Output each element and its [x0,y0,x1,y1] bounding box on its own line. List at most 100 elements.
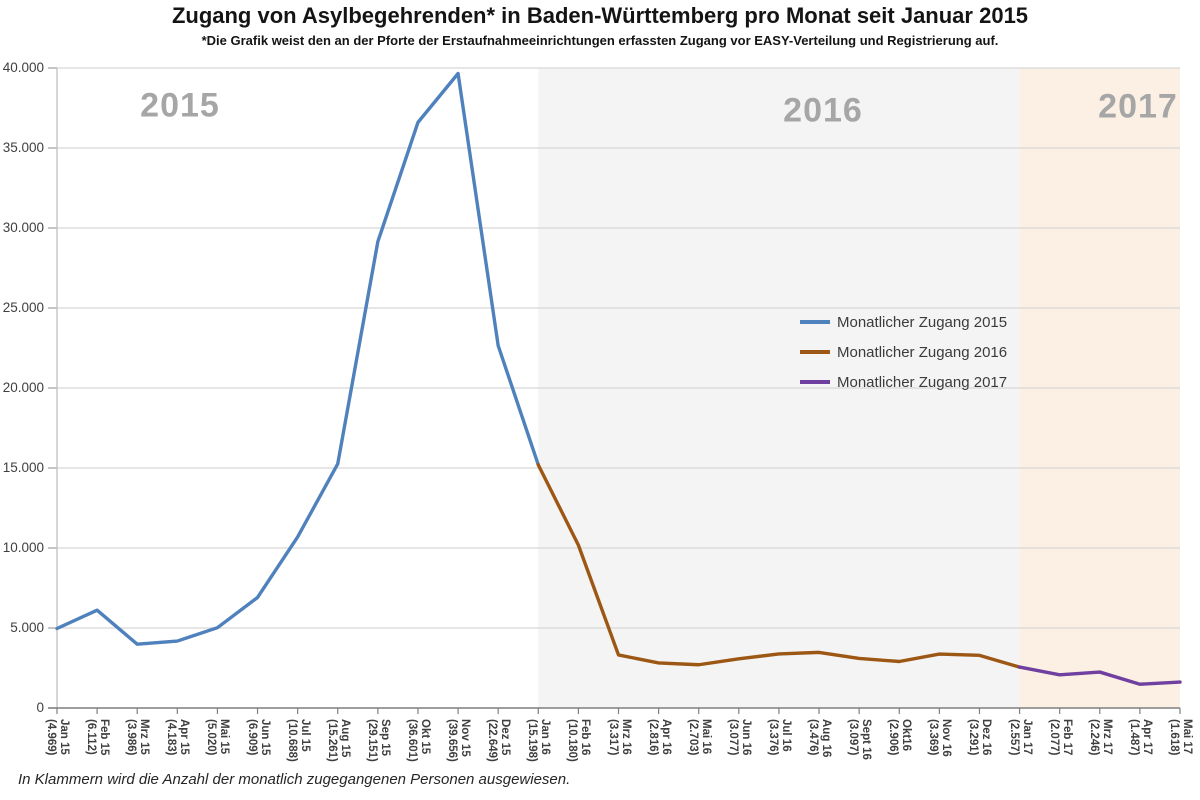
x-label-month: Sep 15 [378,719,391,757]
x-axis-label: Feb 15 (6.112) [85,719,111,756]
x-label-value: (15.261) [326,719,339,762]
x-label-month: Mrz 15 [138,719,151,755]
footnote: In Klammern wird die Anzahl der monatlic… [18,771,571,788]
legend-line-swatch [800,320,830,324]
x-axis-label: Nov 16 (3.369) [927,719,953,757]
y-axis-label: 25.000 [2,300,44,315]
legend-item-2015: Monatlicher Zugang 2015 [800,307,1007,337]
x-label-value: (10.688) [286,719,299,762]
y-axis-label: 15.000 [2,460,44,475]
x-label-value: (1.487) [1128,719,1141,756]
x-label-month: Sept 16 [860,719,873,760]
x-axis-label: Dez 15 (22.649) [486,719,512,762]
x-axis-label: Okt 15 (36.601) [406,719,431,762]
x-label-month: Apr 15 [178,719,191,755]
x-axis-label: Jan 17 (2.557) [1008,719,1033,755]
x-label-value: (2.557) [1008,719,1021,756]
x-label-month: Jan 15 [58,719,70,755]
y-axis-label: 0 [36,700,44,715]
x-label-month: Jun 15 [258,719,271,756]
x-axis-label: Sep 15 (29.151) [366,719,391,762]
year-label-2015: 2015 [140,86,220,125]
x-label-value: (2.816) [647,719,660,756]
x-axis-label: Apr 16 (2.816) [647,719,672,755]
x-label-value: (2.077) [1048,719,1061,756]
x-axis-label: Jun 16 (3.077) [727,719,752,755]
x-label-month: Feb 17 [1060,719,1073,756]
x-label-month: Feb 15 [98,719,111,756]
x-label-month: Dez 15 [499,719,512,756]
x-label-month: Apr 16 [659,719,672,755]
y-axis-label: 30.000 [2,220,44,235]
x-label-month: Mai 15 [218,719,231,755]
x-label-month: Okt16 [900,719,913,751]
x-axis-label: Nov 15 (39.656) [446,719,472,762]
x-axis-label: Apr 15 (4.183) [165,719,191,756]
x-label-value: (3.986) [125,719,138,756]
legend-item-label: Monatlicher Zugang 2016 [837,343,1008,361]
x-label-value: (3.369) [927,719,940,756]
x-label-value: (10.180) [566,719,579,762]
y-axis-label: 10.000 [2,540,44,555]
x-axis-label: Apr 17 (1.487) [1128,719,1153,755]
y-axis-label: 40.000 [2,60,44,75]
x-label-month: Jan 17 [1020,719,1033,755]
x-label-value: (6.909) [246,719,259,756]
x-axis-label: Okt16 (2.906) [887,719,913,756]
x-label-month: Jul 16 [779,719,792,752]
x-label-value: (6.112) [85,719,98,755]
x-label-month: Aug 15 [338,719,351,758]
x-label-month: Mrz 16 [619,719,632,755]
x-label-value: (2.906) [887,719,900,756]
series-line-2016 [536,463,1022,669]
x-label-value: (4.183) [165,719,178,756]
x-axis-label: Mai 17 (1.618) [1168,719,1194,756]
x-label-month: Mrz 17 [1100,719,1113,755]
x-axis-label: Jan 16 (15.198) [526,719,552,762]
x-axis-label: Jun 15 (6.909) [246,719,271,755]
x-label-value: (1.618) [1168,719,1181,756]
legend-line-swatch [800,380,830,384]
x-label-month: Mai 17 [1181,719,1193,755]
x-label-value: (39.656) [446,719,459,762]
x-label-value: (29.151) [366,719,379,762]
x-label-value: (3.077) [727,719,740,756]
x-label-month: Jun 16 [739,719,752,756]
x-label-value: (4.969) [45,719,58,756]
chart-title: Zugang von Asylbegehrenden* in Baden-Wür… [171,3,1029,28]
y-axis-label: 20.000 [2,380,44,395]
x-axis-label: Mai 16 (2.703) [687,719,712,755]
x-axis-label: Feb 17 (2.077) [1048,719,1073,755]
year-label-2016: 2016 [783,91,863,130]
series-line-2017 [1017,665,1182,686]
x-label-month: Jan 16 [539,719,552,755]
x-label-value: (3.476) [807,719,820,756]
x-label-month: Feb 16 [579,719,592,756]
x-axis-label: Aug 15 (15.261) [326,719,351,762]
chart-subtitle: *Die Grafik weist den an der Pforte der … [201,33,999,48]
series-line-2015 [55,71,540,646]
x-label-value: (3.291) [967,719,980,756]
x-axis-label: Jan 15 (4.969) [45,719,71,756]
legend-line-swatch [800,350,830,354]
x-label-value: (22.649) [486,719,499,762]
x-axis-label: Dez 16 (3.291) [967,719,993,756]
x-label-value: (15.198) [526,719,539,762]
x-axis-label: Feb 16 (10.180) [566,719,592,762]
x-axis-label: Mrz 16 (3.317) [607,719,632,755]
legend-item-label: Monatlicher Zugang 2015 [837,313,1008,331]
legend: Monatlicher Zugang 2015 Monatlicher Zugan… [800,307,1007,397]
x-label-value: (3.317) [607,719,619,756]
x-label-month: Nov 15 [459,719,472,757]
legend-item-2016: Monatlicher Zugang 2016 [800,337,1007,367]
x-label-month: Okt 15 [418,719,431,755]
x-label-value: (2.246) [1088,719,1101,756]
x-axis-label: Jul 15 (10.688) [286,719,311,762]
x-axis-label: Aug 16 (3.476) [807,719,833,757]
x-label-month: Dez 16 [980,719,993,756]
x-label-value: (36.601) [406,719,419,762]
x-label-month: Mai 16 [699,719,712,755]
legend-item-label: Monatlicher Zugang 2017 [837,373,1008,391]
legend-item-2017: Monatlicher Zugang 2017 [800,367,1007,397]
